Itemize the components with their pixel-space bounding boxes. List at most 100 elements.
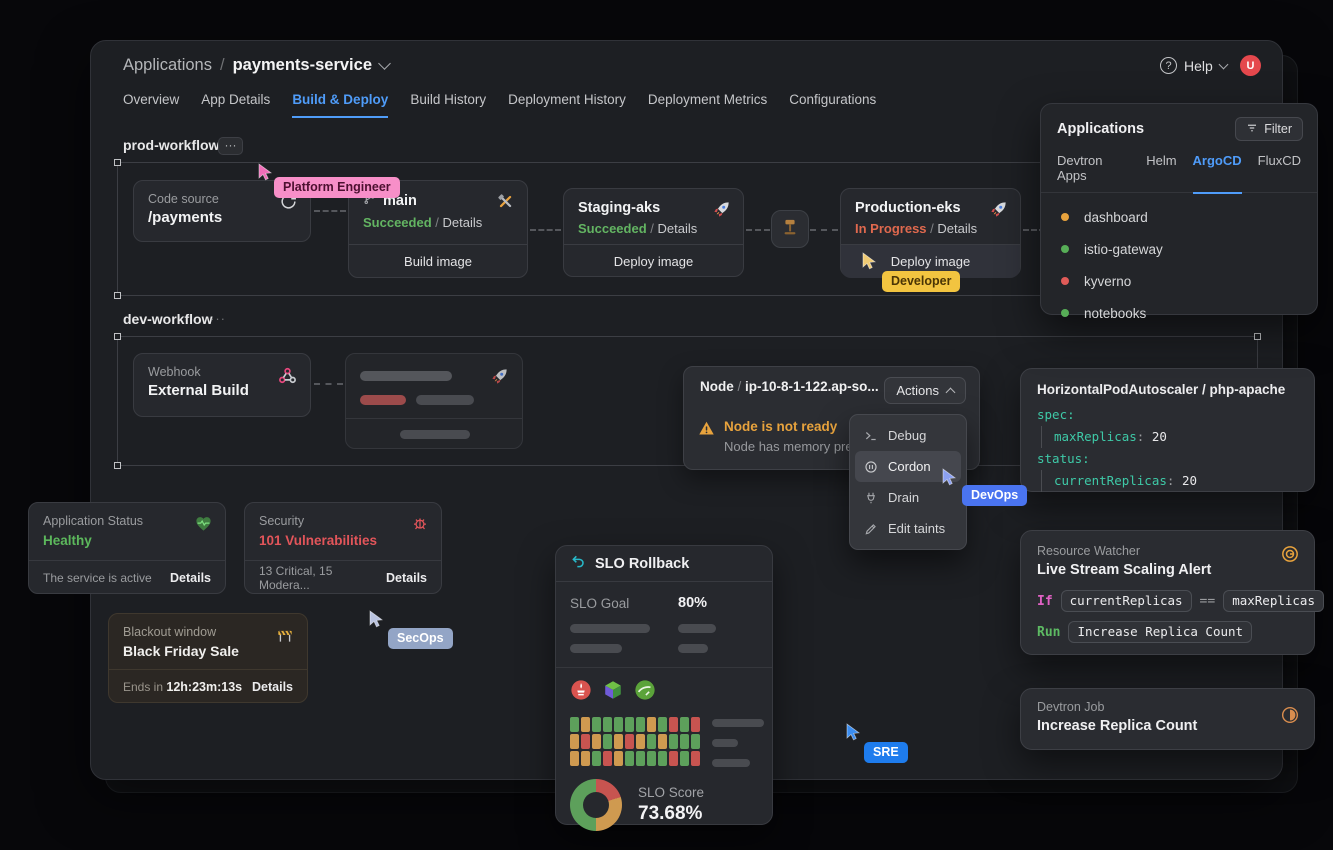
staging-deploy-image-button[interactable]: Deploy image — [564, 244, 743, 278]
app-list-item[interactable]: kyverno — [1041, 265, 1317, 297]
skeleton-bar — [416, 395, 474, 405]
watcher-action-row: Run Increase Replica Count — [1037, 621, 1298, 643]
production-details-link[interactable]: Details — [937, 221, 978, 236]
heatmap-cell — [680, 734, 689, 749]
tab-overview[interactable]: Overview — [123, 92, 180, 107]
resize-handle[interactable] — [114, 159, 121, 166]
tab-helm[interactable]: Helm — [1146, 153, 1177, 168]
cordon-icon — [863, 460, 878, 474]
tab-build-history[interactable]: Build History — [410, 92, 487, 107]
node-actions-button[interactable]: Actions — [884, 377, 966, 404]
tab-build-deploy[interactable]: Build & Deploy — [292, 92, 388, 116]
resize-handle[interactable] — [1254, 333, 1261, 340]
code-source-repo: /payments — [148, 209, 223, 226]
heatmap-cell — [603, 751, 612, 766]
chevron-up-icon — [945, 387, 956, 397]
tab-configurations[interactable]: Configurations — [789, 92, 877, 107]
app-list-item[interactable]: notebooks — [1041, 297, 1317, 329]
menu-item-cordon[interactable]: Cordon — [855, 451, 961, 482]
code-source-label: Code source — [148, 192, 219, 206]
node-actions-label: Actions — [896, 383, 939, 398]
if-keyword: If — [1037, 593, 1053, 609]
production-status: In Progress — [855, 221, 927, 236]
action-chip[interactable]: Increase Replica Count — [1068, 621, 1253, 643]
menu-item-edit-taints[interactable]: Edit taints — [855, 513, 961, 544]
heatmap-cell — [625, 751, 634, 766]
app-list-item[interactable]: dashboard — [1041, 201, 1317, 233]
menu-item-label: Drain — [888, 490, 920, 505]
chevron-down-icon[interactable] — [378, 57, 391, 70]
chevron-down-icon — [1218, 59, 1229, 69]
menu-item-debug[interactable]: Debug — [855, 420, 961, 451]
user-avatar[interactable]: U — [1240, 55, 1261, 76]
blackout-countdown: 12h:23m:13s — [166, 680, 243, 694]
tab-devtron-apps[interactable]: Devtron Apps — [1057, 153, 1103, 183]
tab-fluxcd[interactable]: FluxCD — [1257, 153, 1301, 168]
dev-workflow-menu-button[interactable]: ··· — [210, 311, 226, 326]
help-menu[interactable]: ? Help — [1160, 57, 1229, 74]
heatmap-cell — [614, 717, 623, 732]
resize-handle[interactable] — [114, 292, 121, 299]
filter-button[interactable]: Filter — [1235, 117, 1303, 141]
staging-deploy-card[interactable]: Staging-aks Succeeded / Details Deploy i… — [563, 188, 744, 277]
breadcrumb: Applications / payments-service — [123, 56, 391, 75]
slo-rollback-panel: SLO Rollback SLO Goal 80% — [555, 545, 773, 831]
security-footer: 13 Critical, 15 Modera... — [259, 564, 333, 592]
details-link[interactable]: Details — [386, 571, 427, 585]
node-actions-menu: Debug Cordon Drain Edit taints — [849, 414, 967, 550]
skeleton-bar — [570, 624, 650, 633]
security-card: Security 101 Vulnerabilities 13 Critical… — [244, 502, 442, 594]
condition-chip[interactable]: maxReplicas — [1223, 590, 1324, 612]
rocket-icon — [989, 200, 1008, 224]
blackout-ends-label: Ends in — [123, 680, 164, 694]
heatmap-cell — [603, 734, 612, 749]
rollback-icon — [570, 554, 586, 574]
git-provider-icon — [279, 192, 298, 216]
skeleton-bar — [712, 739, 738, 747]
webhook-card[interactable]: Webhook External Build — [133, 353, 311, 417]
menu-item-drain[interactable]: Drain — [855, 482, 961, 513]
dev-workflow-title: dev-workflow — [123, 311, 213, 327]
yaml-value: 20 — [1181, 473, 1198, 488]
slo-goal-label: SLO Goal — [570, 595, 630, 611]
tab-app-details[interactable]: App Details — [201, 92, 271, 107]
production-deploy-card[interactable]: Production-eks In Progress / Details Dep… — [840, 188, 1021, 278]
heatmap-cell — [570, 751, 579, 766]
tab-argocd[interactable]: ArgoCD — [1193, 153, 1242, 192]
build-image-button[interactable]: Build image — [349, 244, 527, 278]
node-name: ip-10-8-1-122.ap-so... — [745, 379, 879, 394]
condition-chip[interactable]: currentReplicas — [1060, 590, 1192, 612]
resource-watcher-panel: Resource Watcher Live Stream Scaling Ale… — [1020, 530, 1324, 655]
heatmap-cell — [603, 717, 612, 732]
menu-item-label: Debug — [888, 428, 927, 443]
breadcrumb-root[interactable]: Applications — [123, 56, 212, 74]
bug-icon — [411, 514, 429, 537]
tab-deployment-history[interactable]: Deployment History — [508, 92, 626, 107]
build-pipeline-card[interactable]: main Succeeded / Details Build image — [348, 180, 528, 278]
drain-icon — [863, 491, 878, 505]
staging-details-link[interactable]: Details — [657, 221, 698, 236]
heatmap-cell — [647, 734, 656, 749]
details-link[interactable]: Details — [252, 680, 293, 694]
prod-workflow-menu-button[interactable]: ··· — [218, 137, 243, 155]
skeleton-bar — [712, 719, 764, 727]
blackout-label: Blackout window — [123, 625, 217, 639]
resize-handle[interactable] — [114, 333, 121, 340]
node-separator: / — [737, 379, 742, 394]
approval-gate-chip[interactable] — [771, 210, 809, 248]
code-source-card[interactable]: Code source /payments — [133, 180, 311, 242]
skeleton-bar — [678, 644, 708, 653]
skeleton-bar — [360, 371, 452, 381]
build-details-link[interactable]: Details — [442, 215, 483, 230]
heatmap-cell — [625, 717, 634, 732]
resize-handle[interactable] — [114, 462, 121, 469]
edit-taints-icon — [863, 522, 878, 536]
breadcrumb-app-name[interactable]: payments-service — [232, 56, 372, 74]
app-list-item[interactable]: istio-gateway — [1041, 233, 1317, 265]
production-deploy-image-button[interactable]: Deploy image — [841, 244, 1020, 278]
yaml-key: status: — [1037, 451, 1090, 466]
terminal-icon — [863, 429, 878, 443]
app-name: kyverno — [1084, 273, 1132, 289]
details-link[interactable]: Details — [170, 571, 211, 585]
tab-deployment-metrics[interactable]: Deployment Metrics — [647, 92, 768, 107]
